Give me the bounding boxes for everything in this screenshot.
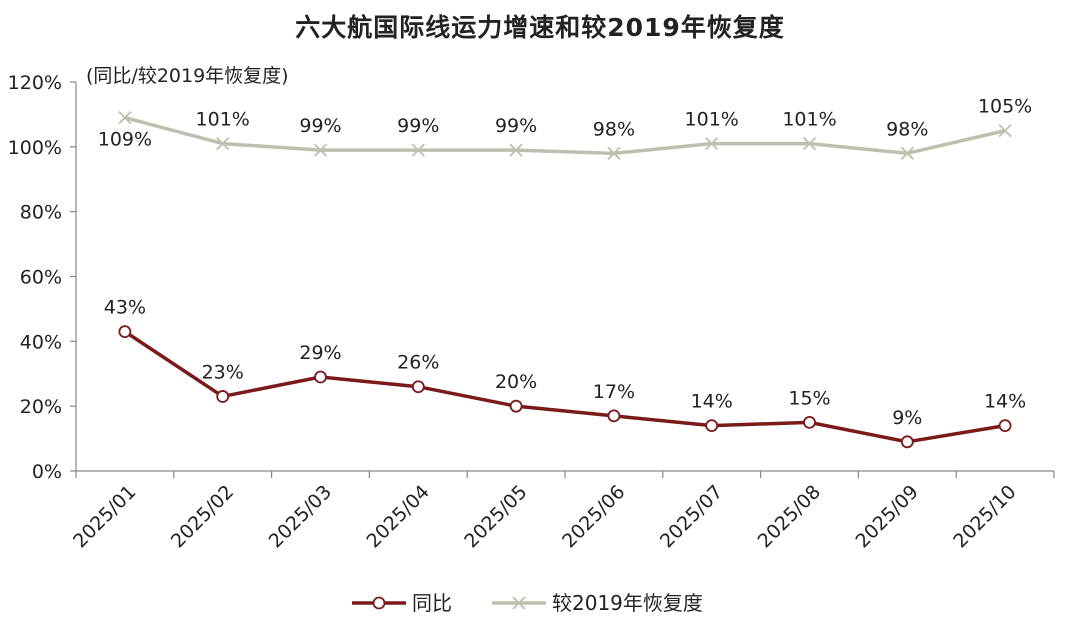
data-point [118, 111, 132, 125]
data-point [216, 136, 230, 151]
data-point [411, 380, 425, 394]
data-label: 99% [495, 115, 537, 137]
x-tick-label: 2025/04 [362, 481, 433, 552]
data-label: 14% [984, 391, 1026, 413]
data-label: 101% [196, 109, 250, 131]
legend-marker-recovery [512, 596, 526, 610]
y-tick-label: 0% [32, 461, 62, 483]
y-unit-note: (同比/较2019年恢复度) [86, 65, 289, 87]
x-tick-label: 2025/05 [460, 481, 531, 552]
data-label: 17% [593, 381, 635, 403]
data-label: 101% [782, 109, 836, 131]
data-label: 99% [397, 115, 439, 137]
data-label: 43% [104, 297, 146, 319]
data-point [607, 146, 621, 160]
x-tick-label: 2025/06 [558, 481, 629, 552]
data-label: 99% [299, 115, 341, 137]
data-point [900, 435, 914, 449]
y-tick-label: 80% [20, 202, 62, 224]
data-label: 23% [202, 361, 244, 383]
legend: 同比 较2019年恢复度 [352, 591, 703, 615]
data-point [900, 146, 914, 160]
x-tick-label: 2025/02 [167, 481, 238, 552]
x-tick-label: 2025/07 [656, 481, 727, 552]
series-line [123, 330, 1006, 444]
y-tick-label: 100% [8, 137, 62, 159]
data-label: 15% [788, 387, 830, 409]
legend-label-recovery: 较2019年恢复度 [552, 591, 703, 615]
data-label: 26% [397, 352, 439, 374]
data-point [607, 409, 621, 423]
x-tick-label: 2025/01 [69, 481, 140, 552]
data-point [118, 325, 132, 339]
data-point [705, 136, 719, 151]
data-point [509, 143, 523, 157]
data-label: 14% [691, 391, 733, 413]
series-line [124, 115, 1006, 156]
data-label: 29% [299, 342, 341, 364]
data-point [411, 143, 425, 157]
series-layer: 43% 23% 29% 26% 20% 17% 14% 15% 9% 14% 109% 101% 99%… [98, 96, 1032, 449]
data-label: 9% [892, 407, 922, 429]
x-tick-label: 2025/10 [949, 481, 1020, 552]
y-tick-label: 120% [8, 72, 62, 94]
data-point [998, 123, 1012, 138]
axes: 0% 20% 40% 60% 80% 100% 120% 2025/01 2025/02 2025… [8, 72, 1055, 552]
data-point [216, 390, 230, 403]
data-point [314, 370, 327, 384]
data-label: 20% [495, 371, 537, 393]
data-label: 109% [98, 129, 152, 151]
x-tick-label: 2025/08 [754, 481, 825, 552]
data-point [803, 415, 816, 429]
y-tick-label: 20% [20, 396, 62, 418]
data-label: 105% [978, 96, 1032, 118]
data-point [509, 399, 523, 413]
chart-title: 六大航国际线运力增速和较2019年恢复度 [295, 13, 785, 42]
y-tick-label: 40% [20, 331, 62, 353]
x-tick-label: 2025/09 [851, 481, 922, 552]
series-1: 109% 101% 99% 99% 99% 98% 101% 101% 98% 105% [98, 96, 1032, 160]
data-point [998, 419, 1012, 433]
legend-marker-yoy [372, 596, 386, 610]
legend-label-yoy: 同比 [412, 591, 452, 615]
data-point [705, 419, 719, 433]
series-0: 43% 23% 29% 26% 20% 17% 14% 15% 9% 14% [104, 297, 1026, 449]
data-label: 101% [685, 109, 739, 131]
x-tick-label: 2025/03 [265, 481, 336, 552]
data-point [313, 143, 328, 157]
data-label: 98% [886, 118, 928, 140]
data-point [802, 136, 817, 151]
data-label: 98% [593, 118, 635, 140]
y-tick-label: 60% [20, 267, 62, 289]
